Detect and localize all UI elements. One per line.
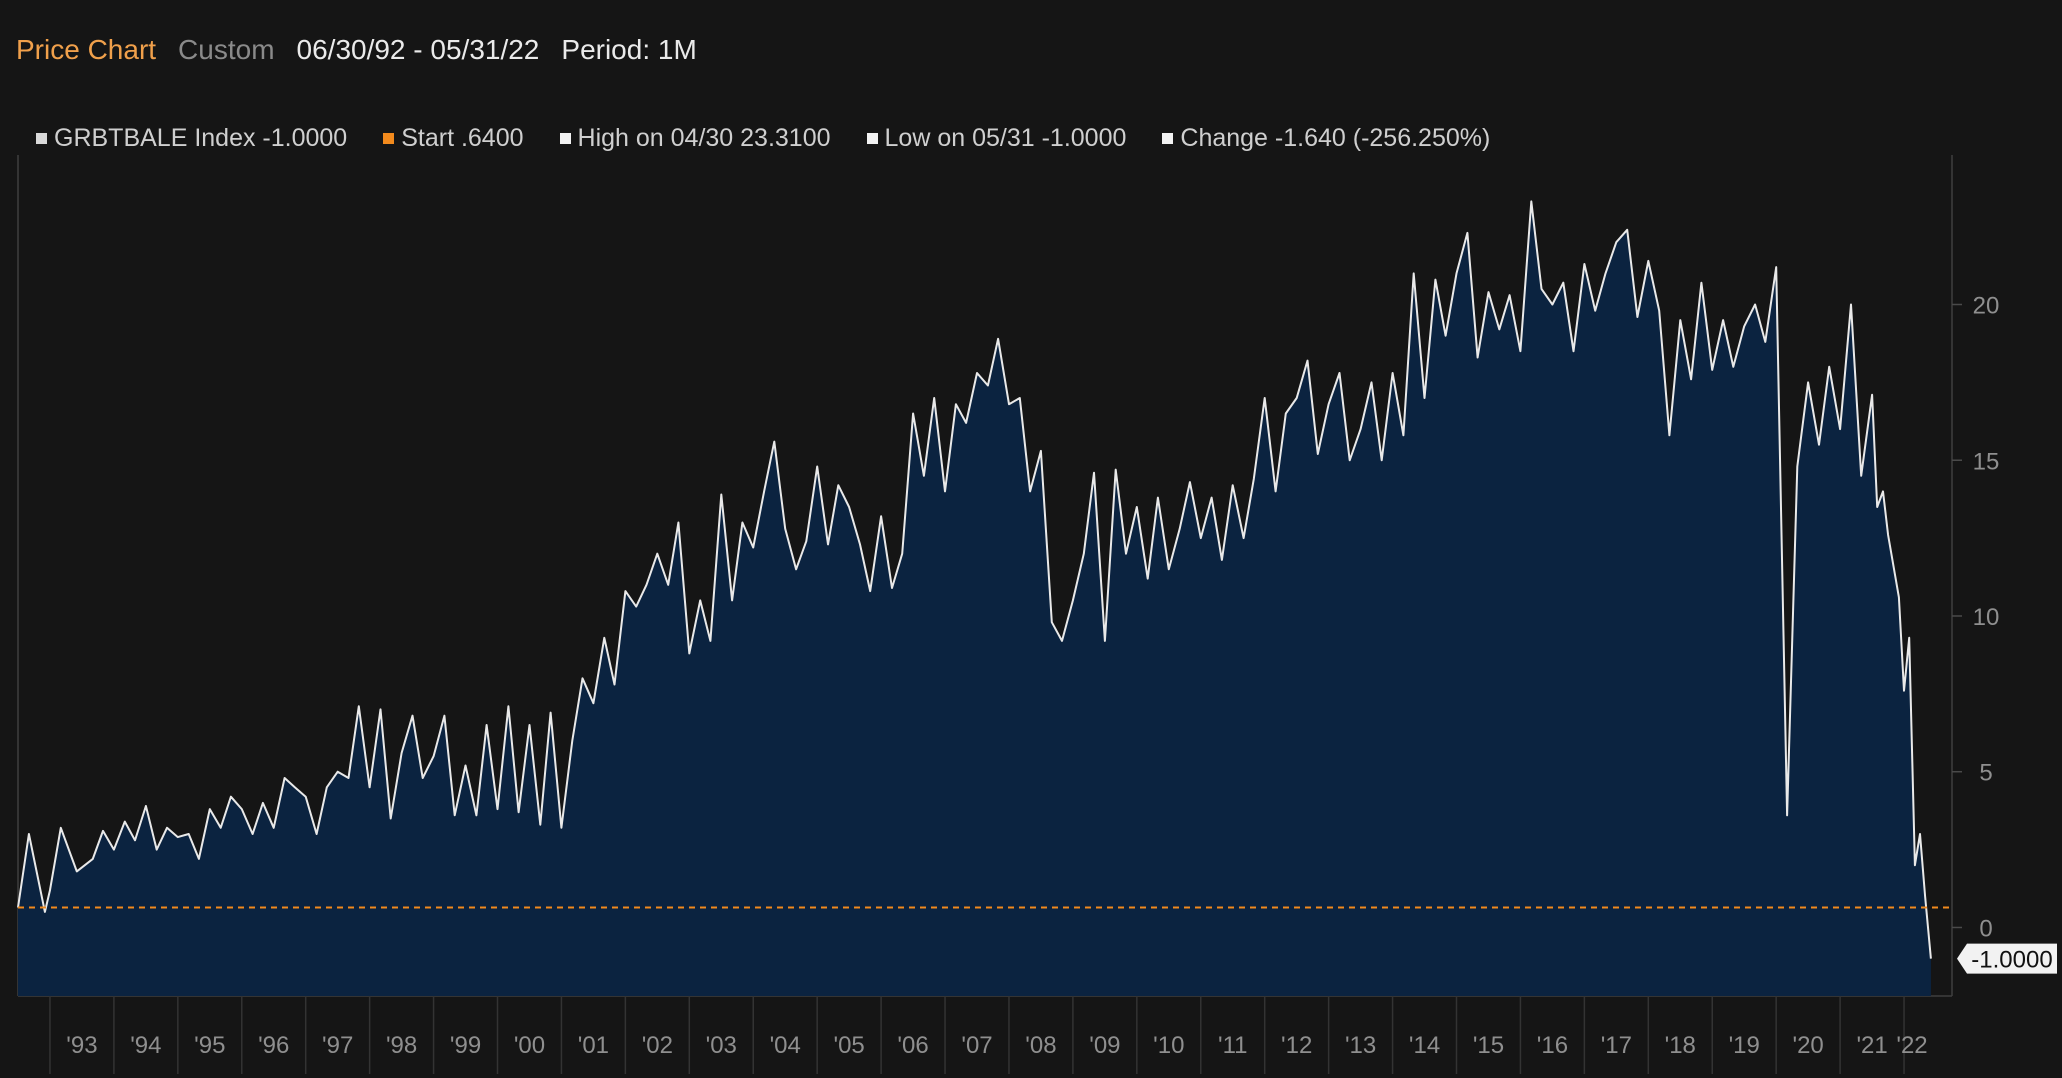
x-tick-label: '06 (897, 1032, 928, 1059)
y-tick-label: 10 (1973, 604, 2000, 631)
x-tick-label: '03 (706, 1032, 737, 1059)
legend-swatch-change (1162, 133, 1174, 144)
x-tick-label: '01 (578, 1032, 609, 1059)
x-tick-label: '99 (450, 1032, 481, 1059)
y-tick-label: 20 (1973, 293, 2000, 320)
x-tick-label: '98 (386, 1032, 417, 1059)
legend-label-start: Start .6400 (401, 124, 524, 152)
legend-label-low: Low on 05/31 -1.0000 (884, 124, 1127, 152)
legend-item-index: GRBTBALE Index -1.0000 (36, 124, 347, 153)
x-tick-label: '17 (1601, 1032, 1632, 1059)
y-tick-label: 0 (1979, 915, 1992, 942)
x-tick-label: '05 (833, 1032, 864, 1059)
x-tick-label: '11 (1218, 1032, 1248, 1059)
legend-item-start: Start .6400 (383, 124, 524, 153)
legend-swatch-high (559, 133, 571, 144)
x-tick-label: '93 (66, 1032, 97, 1059)
x-tick-label: '18 (1665, 1032, 1696, 1059)
x-tick-label: '04 (770, 1032, 801, 1059)
x-tick-label: '09 (1089, 1032, 1120, 1059)
series-area (18, 201, 1931, 996)
x-tick-label: '15 (1473, 1032, 1504, 1059)
legend-label-index: GRBTBALE Index -1.0000 (54, 124, 348, 152)
x-tick-label: '16 (1537, 1032, 1568, 1059)
legend-swatch-start (383, 133, 395, 144)
legend-item-high: High on 04/30 23.3100 (559, 124, 831, 153)
chart-header: Price Chart Custom 06/30/92 - 05/31/22 P… (16, 30, 719, 70)
x-tick-label: '97 (322, 1032, 353, 1059)
x-tick-label: '21 (1856, 1032, 1887, 1059)
last-value-label: -1.0000 (1971, 947, 2052, 974)
last-value-callout (1957, 943, 2057, 974)
x-tick-label: '19 (1729, 1032, 1760, 1059)
series-line (17, 200, 1932, 959)
legend: GRBTBALE Index -1.0000 Start .6400 High … (36, 124, 1526, 153)
x-tick-label: '00 (514, 1032, 545, 1059)
legend-label-change: Change -1.640 (-256.250%) (1180, 124, 1491, 152)
x-tick-label: '95 (194, 1032, 225, 1059)
date-range[interactable]: 06/30/92 - 05/31/22 (296, 34, 540, 65)
x-tick-label: '20 (1793, 1032, 1824, 1059)
range-mode[interactable]: Custom (178, 34, 275, 65)
x-tick-label: '13 (1345, 1032, 1376, 1059)
x-tick-label: '14 (1409, 1032, 1440, 1059)
x-tick-label: '08 (1025, 1032, 1056, 1059)
x-tick-label: '02 (642, 1032, 673, 1059)
legend-swatch-index (36, 133, 47, 144)
x-tick-label: '07 (961, 1032, 992, 1059)
legend-swatch-low (866, 133, 878, 144)
y-tick-label: 5 (1979, 760, 1992, 787)
chart-title[interactable]: Price Chart (16, 34, 157, 65)
y-tick-label: 15 (1973, 448, 2000, 475)
x-tick-label: '96 (258, 1032, 289, 1059)
x-tick-label: '22 (1896, 1032, 1927, 1059)
legend-item-low: Low on 05/31 -1.0000 (866, 124, 1127, 153)
legend-item-change: Change -1.640 (-256.250%) (1162, 124, 1490, 153)
legend-label-high: High on 04/30 23.3100 (577, 124, 831, 152)
x-tick-label: '12 (1281, 1032, 1312, 1059)
period[interactable]: Period: 1M (561, 34, 697, 65)
x-tick-label: '10 (1153, 1032, 1184, 1059)
x-tick-label: '94 (130, 1032, 161, 1059)
